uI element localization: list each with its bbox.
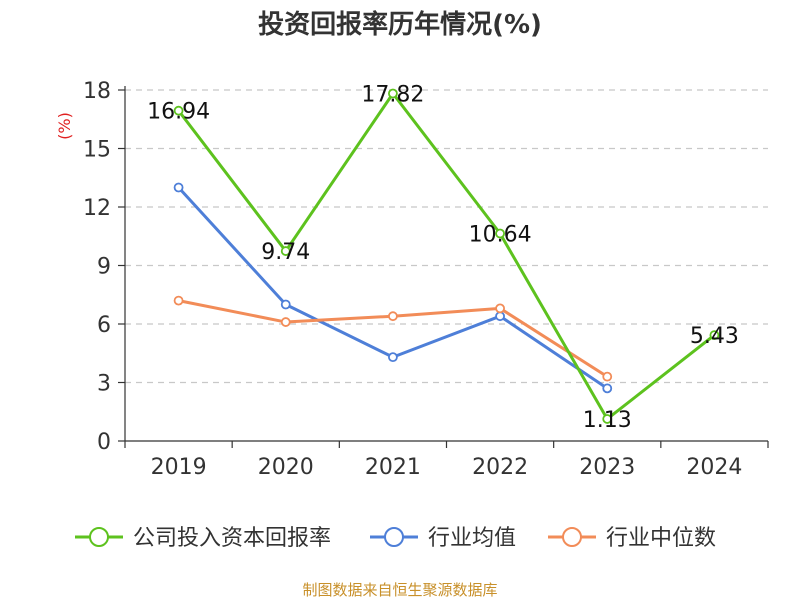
data-point[interactable] xyxy=(602,371,613,382)
series-0 xyxy=(173,88,720,424)
data-labels: 16.94 9.74 17.82 10.64 1.13 5.43 xyxy=(147,83,739,433)
y-axis-label: (%) xyxy=(55,112,74,140)
legend-marker xyxy=(562,527,582,547)
legend-item[interactable]: 行业均值 xyxy=(370,526,516,551)
x-tick-label: 2024 xyxy=(686,455,742,480)
legend-label: 行业均值 xyxy=(428,526,516,551)
data-point[interactable] xyxy=(173,295,184,306)
y-tick-label: 12 xyxy=(83,196,111,221)
data-point[interactable] xyxy=(495,303,505,314)
y-tick-label: 9 xyxy=(97,255,111,280)
grid-lines xyxy=(125,89,768,384)
data-label: 17.82 xyxy=(361,83,424,108)
y-tick-label: 3 xyxy=(97,372,111,397)
data-point[interactable] xyxy=(173,105,184,116)
y-tick-label: 15 xyxy=(83,138,111,163)
x-tick-label: 2021 xyxy=(365,455,421,480)
legend-item[interactable]: 行业中位数 xyxy=(548,526,716,551)
legend-marker xyxy=(89,527,109,547)
data-point[interactable] xyxy=(495,228,505,239)
data-point[interactable] xyxy=(280,317,291,327)
x-tick-label: 2020 xyxy=(258,455,314,480)
data-point[interactable] xyxy=(602,414,613,424)
legend-label: 公司投入资本回报率 xyxy=(133,526,331,551)
series-2 xyxy=(173,295,613,382)
data-point[interactable] xyxy=(280,299,291,310)
source-note: 制图数据来自恒生聚源数据库 xyxy=(302,581,497,599)
series-1 xyxy=(173,182,613,394)
data-point[interactable] xyxy=(495,311,505,322)
x-tick-labels: 2019 2020 2021 2022 2023 2024 xyxy=(151,455,743,480)
axes xyxy=(118,86,769,448)
legend-label: 行业中位数 xyxy=(606,526,716,551)
legend[interactable]: 公司投入资本回报率 行业均值 行业中位数 xyxy=(75,526,716,551)
data-point[interactable] xyxy=(388,352,398,363)
data-label: 16.94 xyxy=(147,100,210,125)
legend-item[interactable]: 公司投入资本回报率 xyxy=(75,526,331,551)
x-tick-label: 2023 xyxy=(579,455,635,480)
data-label: 5.43 xyxy=(690,324,739,349)
series-line xyxy=(177,92,716,421)
chart-title: 投资回报率历年情况(%) xyxy=(258,9,542,40)
data-point[interactable] xyxy=(388,88,398,99)
data-point[interactable] xyxy=(602,383,613,394)
y-tick-label: 6 xyxy=(97,313,111,338)
data-point[interactable] xyxy=(709,330,720,341)
x-tick-label: 2022 xyxy=(472,455,528,480)
data-label: 1.13 xyxy=(583,408,632,433)
x-tick-label: 2019 xyxy=(151,455,207,480)
y-tick-labels: 0 3 6 9 12 15 18 xyxy=(83,79,111,455)
data-label: 10.64 xyxy=(469,223,532,248)
y-tick-label: 18 xyxy=(83,79,111,104)
data-label: 9.74 xyxy=(261,240,310,265)
legend-marker xyxy=(384,527,404,547)
data-point[interactable] xyxy=(173,182,184,193)
data-point[interactable] xyxy=(280,246,291,256)
y-tick-label: 0 xyxy=(97,430,111,455)
data-point[interactable] xyxy=(388,311,398,322)
series-group xyxy=(173,88,720,424)
